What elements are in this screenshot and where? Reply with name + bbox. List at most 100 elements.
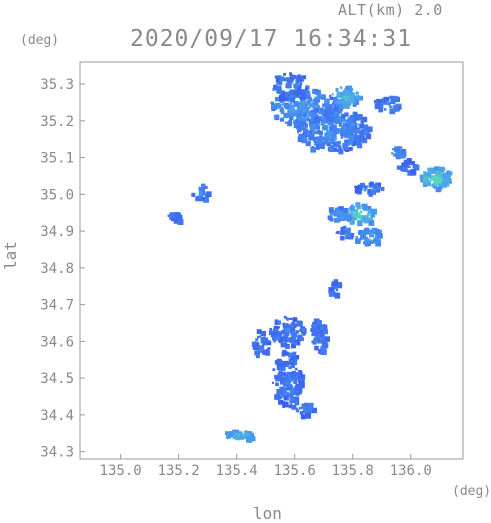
- echo-cell: [301, 93, 306, 97]
- echo-cell: [285, 360, 289, 364]
- echo-cell: [265, 341, 268, 344]
- echo-cell: [328, 146, 334, 153]
- echo-cell: [273, 340, 276, 343]
- echo-cell: [361, 136, 365, 140]
- echo-cell: [300, 414, 306, 420]
- echo-cell: [357, 114, 363, 120]
- echo-cell: [304, 412, 311, 419]
- echo-cell: [293, 110, 298, 114]
- echo-cell: [319, 107, 323, 112]
- echo-cell: [278, 336, 284, 343]
- echo-cell: [314, 143, 317, 146]
- echo-cell: [311, 112, 316, 117]
- echo-cell: [368, 229, 373, 234]
- echo-cell: [297, 127, 302, 132]
- echo-cell: [334, 219, 337, 223]
- echo-cell: [324, 98, 330, 104]
- echo-cell: [301, 123, 307, 129]
- y-tick-label: 34.9: [40, 224, 74, 240]
- echo-cell: [373, 100, 378, 104]
- echo-cell: [289, 393, 294, 398]
- echo-cell: [273, 336, 278, 341]
- echo-cell: [318, 143, 321, 146]
- echo-cell: [320, 326, 324, 330]
- echo-cell: [322, 141, 326, 145]
- echo-cell: [345, 85, 349, 90]
- echo-cell: [260, 338, 264, 342]
- echo-cell: [294, 89, 300, 96]
- echo-cell: [302, 407, 306, 411]
- echo-cell: [338, 149, 344, 155]
- echo-cell: [342, 103, 348, 109]
- echo-cell: [299, 337, 304, 342]
- echo-cell: [335, 100, 339, 105]
- echo-cell: [288, 119, 293, 124]
- echo-cell: [324, 139, 329, 145]
- echo-cell: [322, 341, 328, 347]
- echo-cell: [354, 209, 358, 213]
- echo-cell: [427, 167, 434, 174]
- echo-cell: [335, 288, 339, 292]
- echo-cell: [310, 123, 316, 129]
- echo-cell: [273, 332, 278, 338]
- echo-cell: [300, 120, 306, 126]
- y-tick-label: 34.3: [40, 445, 74, 461]
- echo-cell: [360, 231, 367, 238]
- echo-cell: [375, 182, 378, 185]
- echo-cell: [314, 345, 319, 351]
- echo-cell: [281, 360, 287, 367]
- echo-cell: [358, 95, 364, 101]
- echo-cell: [292, 74, 297, 80]
- y-tick-label: 34.4: [40, 408, 74, 424]
- echo-cell: [320, 349, 327, 355]
- echo-cell: [361, 116, 368, 123]
- echo-cell: [284, 343, 290, 349]
- echo-cell: [296, 336, 301, 341]
- echo-cell: [394, 146, 400, 153]
- echo-cell: [304, 107, 309, 113]
- echo-cell: [311, 332, 315, 337]
- echo-cell: [333, 285, 338, 289]
- echo-cell: [293, 83, 298, 89]
- echo-cell: [296, 107, 303, 114]
- echo-cell: [303, 133, 308, 137]
- echo-cell: [360, 236, 363, 239]
- echo-cell: [363, 188, 367, 192]
- echo-cell: [274, 394, 280, 400]
- echo-cell: [265, 350, 271, 356]
- echo-cell: [317, 93, 322, 99]
- echo-cell: [282, 401, 289, 408]
- echo-cell: [257, 329, 262, 334]
- echo-cell: [338, 206, 343, 211]
- echo-cell: [352, 102, 357, 107]
- echo-cell: [433, 184, 438, 189]
- echo-cell: [169, 212, 176, 219]
- echo-cell: [322, 126, 326, 130]
- echo-cell: [363, 228, 369, 234]
- echo-cell: [342, 132, 346, 136]
- echo-cell: [305, 140, 308, 144]
- echo-cell: [340, 128, 345, 132]
- echo-cell: [296, 113, 301, 118]
- echo-cell: [289, 396, 296, 403]
- echo-cell: [362, 236, 366, 240]
- echo-cell: [314, 100, 318, 104]
- echo-cell: [203, 197, 209, 203]
- echo-cell: [364, 129, 369, 134]
- echo-cell: [308, 134, 315, 141]
- echo-cell: [227, 432, 233, 437]
- echo-cell: [301, 135, 307, 141]
- echo-cell: [285, 327, 291, 333]
- echo-cell: [380, 187, 385, 191]
- echo-cell: [311, 324, 314, 328]
- echo-cell: [332, 136, 337, 141]
- echo-cell: [434, 166, 437, 170]
- x-axis-label: lon: [253, 504, 282, 523]
- echo-cell: [333, 112, 337, 117]
- echo-layer: [167, 72, 453, 443]
- x-tick-label: 135.8: [332, 463, 374, 479]
- echo-cell: [277, 320, 282, 325]
- echo-cell: [287, 121, 293, 127]
- echo-cell: [303, 122, 307, 126]
